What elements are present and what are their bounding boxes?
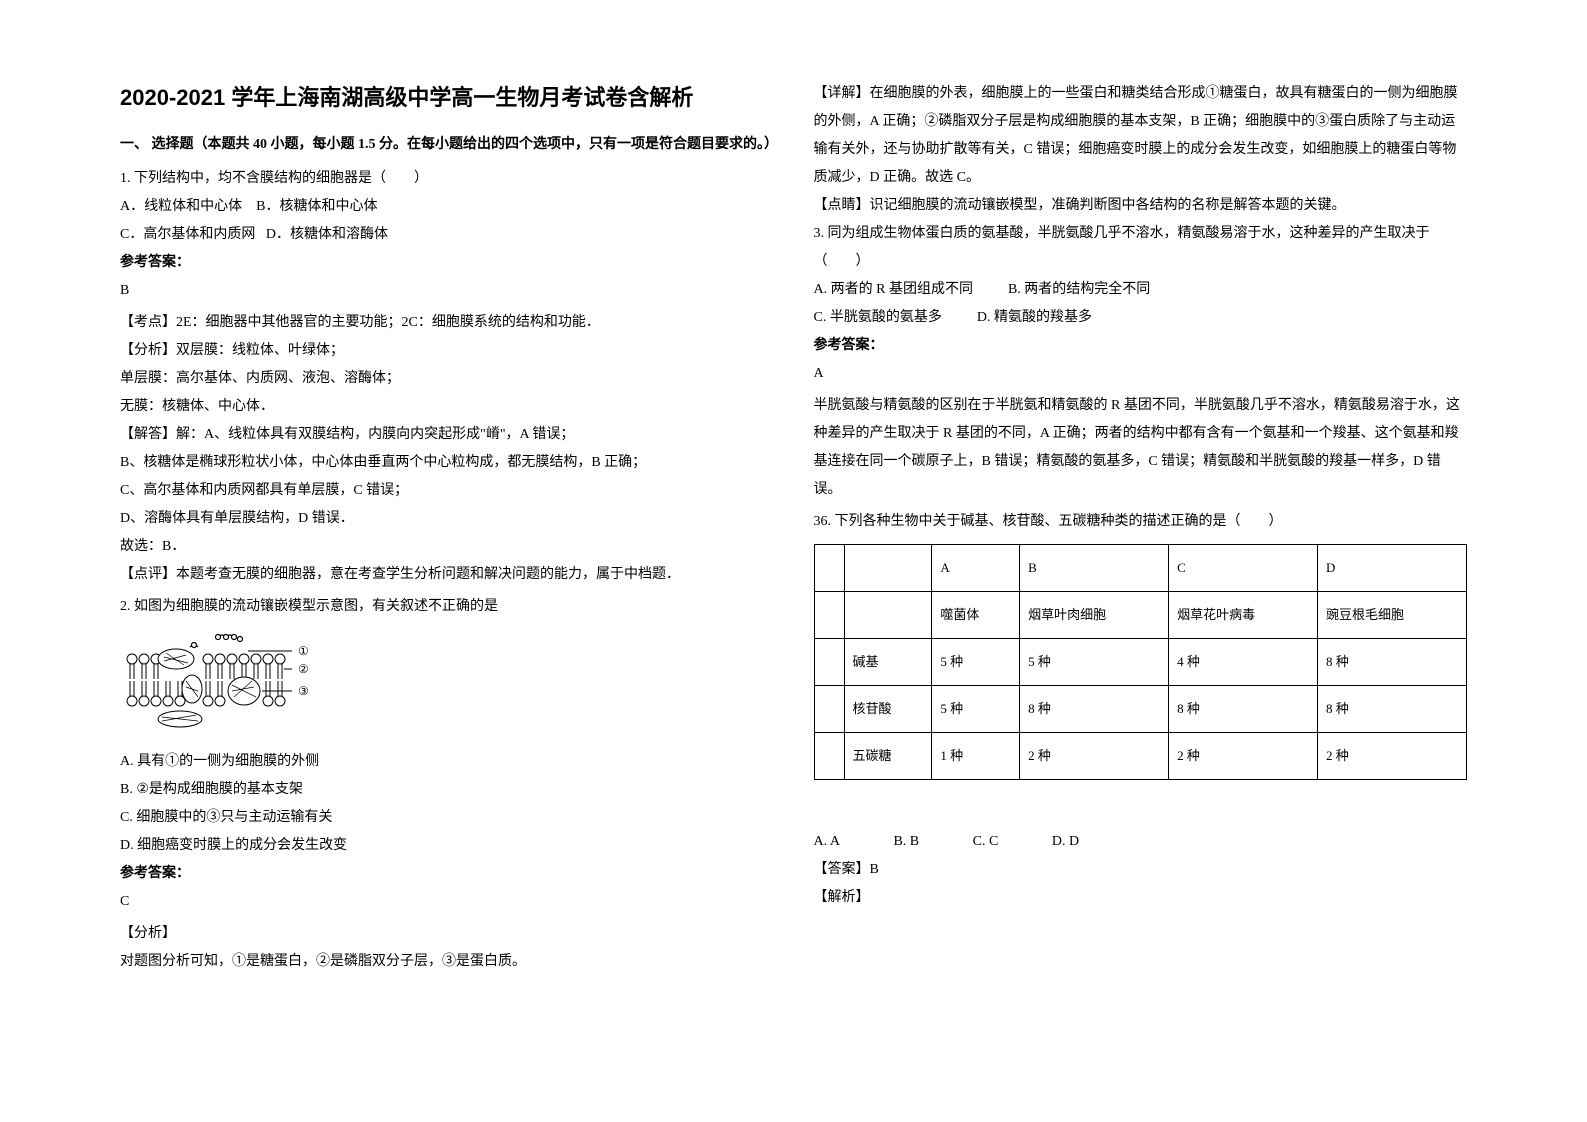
question-1: 1. 下列结构中，均不含膜结构的细胞器是（ ） A．线粒体和中心体 B．核糖体和… (120, 165, 774, 589)
question-3: 3. 同为组成生物体蛋白质的氨基酸，半胱氨酸几乎不溶水，精氨酸易溶于水，这种差异… (814, 220, 1468, 504)
left-column: 2020-2021 学年上海南湖高级中学高一生物月考试卷含解析 一、 选择题（本… (100, 80, 794, 1082)
th-blank1 (814, 545, 844, 592)
q1-options-row2: C．高尔基体和内质网 D．核糖体和溶酶体 (120, 221, 774, 249)
q1-opt-d: D．核糖体和溶酶体 (266, 227, 388, 242)
q36-answer: 【答案】B (814, 856, 1468, 884)
q1-opt-a: A．线粒体和中心体 (120, 199, 242, 214)
td: 烟草花叶病毒 (1169, 592, 1318, 639)
q3-opt-a: A. 两者的 R 基团组成不同 (814, 282, 973, 297)
td: 豌豆根毛细胞 (1318, 592, 1467, 639)
document-title: 2020-2021 学年上海南湖高级中学高一生物月考试卷含解析 (120, 80, 774, 112)
right-column: 【详解】在细胞膜的外表，细胞膜上的一些蛋白和糖类结合形成①糖蛋白，故具有糖蛋白的… (794, 80, 1488, 1082)
td: 5 种 (932, 639, 1020, 686)
q2-opt-b: B. ②是构成细胞膜的基本支架 (120, 776, 774, 804)
q1-options-row1: A．线粒体和中心体 B．核糖体和中心体 (120, 193, 774, 221)
q1-opt-b: B．核糖体和中心体 (256, 199, 377, 214)
td (814, 592, 844, 639)
td (814, 639, 844, 686)
table-row: 噬菌体 烟草叶肉细胞 烟草花叶病毒 豌豆根毛细胞 (814, 592, 1467, 639)
q3-options-row1: A. 两者的 R 基团组成不同 B. 两者的结构完全不同 (814, 276, 1468, 304)
q2-answer-label: 参考答案： (120, 860, 774, 888)
td: 2 种 (1318, 733, 1467, 780)
td: 5 种 (932, 686, 1020, 733)
td: 五碳糖 (844, 733, 932, 780)
q2-opt-a: A. 具有①的一侧为细胞膜的外侧 (120, 748, 774, 776)
q2-opt-d: D. 细胞癌变时膜上的成分会发生改变 (120, 832, 774, 860)
q2-text: 2. 如图为细胞膜的流动镶嵌模型示意图，有关叙述不正确的是 (120, 593, 774, 621)
q1-opt-c: C．高尔基体和内质网 (120, 227, 255, 242)
q3-answer: A (814, 360, 1468, 388)
td: 噬菌体 (932, 592, 1020, 639)
q1-exp3: 单层膜：高尔基体、内质网、液泡、溶酶体； (120, 365, 774, 393)
q2-exp4: 【点睛】识记细胞膜的流动镶嵌模型，准确判断图中各结构的名称是解答本题的关键。 (814, 192, 1468, 220)
q2-exp1: 【分析】 (120, 920, 774, 948)
q3-options-row2: C. 半胱氨酸的氨基多 D. 精氨酸的羧基多 (814, 304, 1468, 332)
th-blank2 (844, 545, 932, 592)
q1-exp7: C、高尔基体和内质网都具有单层膜，C 错误； (120, 477, 774, 505)
q1-exp8: D、溶酶体具有单层膜结构，D 错误． (120, 505, 774, 533)
q3-opt-b: B. 两者的结构完全不同 (1008, 282, 1150, 297)
q1-exp2: 【分析】双层膜：线粒体、叶绿体； (120, 337, 774, 365)
q1-exp4: 无膜：核糖体、中心体． (120, 393, 774, 421)
q3-opt-d: D. 精氨酸的羧基多 (977, 310, 1092, 325)
td: 8 种 (1318, 686, 1467, 733)
q36-opt-c: C. C (973, 834, 999, 849)
q1-answer: B (120, 277, 774, 305)
question-36: 36. 下列各种生物中关于碱基、核苷酸、五碳糖种类的描述正确的是（ ） A B … (814, 508, 1468, 912)
th-c: C (1169, 545, 1318, 592)
td: 8 种 (1020, 686, 1169, 733)
q1-exp5: 【解答】解：A、线粒体具有双膜结构，内膜向内突起形成"嵴"，A 错误； (120, 421, 774, 449)
td: 烟草叶肉细胞 (1020, 592, 1169, 639)
q1-exp10: 【点评】本题考查无膜的细胞器，意在考查学生分析问题和解决问题的能力，属于中档题． (120, 561, 774, 589)
q2-answer: C (120, 888, 774, 916)
q1-exp9: 故选：B． (120, 533, 774, 561)
q1-exp1: 【考点】2E：细胞器中其他器官的主要功能；2C：细胞膜系统的结构和功能． (120, 309, 774, 337)
td (814, 686, 844, 733)
q3-answer-label: 参考答案： (814, 332, 1468, 360)
td: 8 种 (1169, 686, 1318, 733)
th-b: B (1020, 545, 1169, 592)
q36-table: A B C D 噬菌体 烟草叶肉细胞 烟草花叶病毒 豌豆根毛细胞 碱基 5 种 … (814, 544, 1468, 780)
q36-text: 36. 下列各种生物中关于碱基、核苷酸、五碳糖种类的描述正确的是（ ） (814, 508, 1468, 536)
table-header-row: A B C D (814, 545, 1467, 592)
diagram-label-3: ③ (298, 684, 309, 698)
section-1-header: 一、 选择题（本题共 40 小题，每小题 1.5 分。在每小题给出的四个选项中，… (120, 132, 774, 157)
q36-opt-d: D. D (1052, 834, 1079, 849)
td: 2 种 (1020, 733, 1169, 780)
td: 4 种 (1169, 639, 1318, 686)
table-row: 核苷酸 5 种 8 种 8 种 8 种 (814, 686, 1467, 733)
membrane-diagram: ① (120, 629, 330, 729)
question-2: 2. 如图为细胞膜的流动镶嵌模型示意图，有关叙述不正确的是 ① (120, 593, 774, 976)
diagram-label-2: ② (298, 662, 309, 676)
q36-opt-a: A. A (814, 834, 840, 849)
q1-answer-label: 参考答案： (120, 249, 774, 277)
q3-text: 3. 同为组成生物体蛋白质的氨基酸，半胱氨酸几乎不溶水，精氨酸易溶于水，这种差异… (814, 220, 1468, 276)
td: 5 种 (1020, 639, 1169, 686)
table-row: 碱基 5 种 5 种 4 种 8 种 (814, 639, 1467, 686)
td: 8 种 (1318, 639, 1467, 686)
td (814, 733, 844, 780)
td: 核苷酸 (844, 686, 932, 733)
q36-explanation-label: 【解析】 (814, 884, 1468, 912)
q3-opt-c: C. 半胱氨酸的氨基多 (814, 310, 942, 325)
q2-exp3: 【详解】在细胞膜的外表，细胞膜上的一些蛋白和糖类结合形成①糖蛋白，故具有糖蛋白的… (814, 80, 1468, 192)
th-d: D (1318, 545, 1467, 592)
diagram-label-1: ① (298, 644, 309, 658)
td: 1 种 (932, 733, 1020, 780)
q1-text: 1. 下列结构中，均不含膜结构的细胞器是（ ） (120, 165, 774, 193)
th-a: A (932, 545, 1020, 592)
q2-exp2: 对题图分析可知，①是糖蛋白，②是磷脂双分子层，③是蛋白质。 (120, 948, 774, 976)
td: 碱基 (844, 639, 932, 686)
q36-options: A. A B. B C. C D. D (814, 828, 1468, 856)
td: 2 种 (1169, 733, 1318, 780)
td (844, 592, 932, 639)
table-row: 五碳糖 1 种 2 种 2 种 2 种 (814, 733, 1467, 780)
q3-exp1: 半胱氨酸与精氨酸的区别在于半胱氨和精氨酸的 R 基团不同，半胱氨酸几乎不溶水，精… (814, 392, 1468, 504)
q2-opt-c: C. 细胞膜中的③只与主动运输有关 (120, 804, 774, 832)
q1-exp6: B、核糖体是椭球形粒状小体，中心体由垂直两个中心粒构成，都无膜结构，B 正确； (120, 449, 774, 477)
q36-opt-b: B. B (893, 834, 919, 849)
